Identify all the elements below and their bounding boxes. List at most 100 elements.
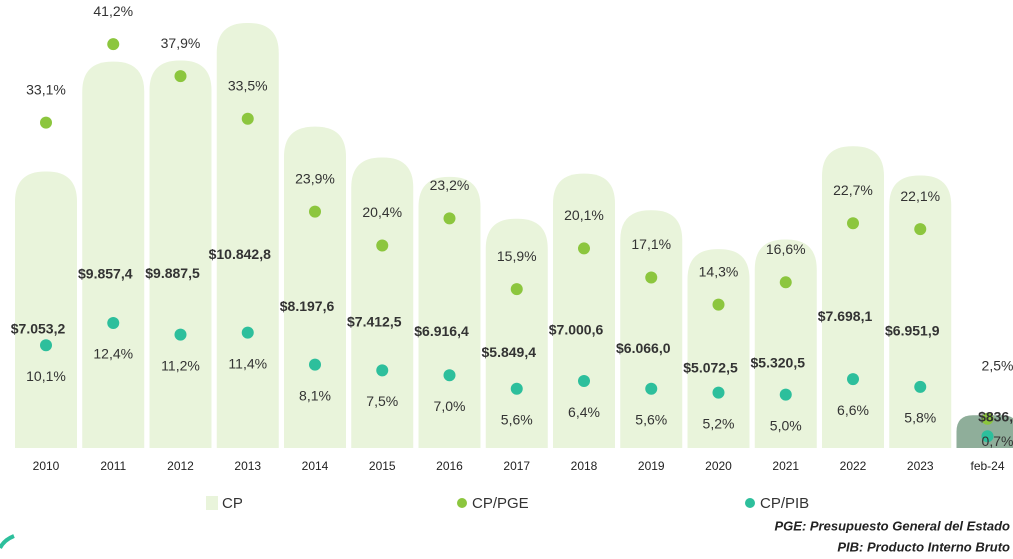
data-label: 5,8% bbox=[904, 410, 936, 426]
data-label: 12,4% bbox=[93, 346, 133, 362]
data-label: $6.066,0 bbox=[616, 340, 671, 356]
data-label: 16,6% bbox=[766, 241, 806, 257]
x-tick-label: 2022 bbox=[840, 459, 867, 473]
data-label: 2,5% bbox=[982, 358, 1013, 374]
dot bbox=[376, 364, 389, 377]
x-tick-label: 2015 bbox=[369, 459, 396, 473]
bar bbox=[687, 249, 750, 448]
x-tick-label: 2011 bbox=[100, 459, 126, 473]
bar bbox=[553, 173, 615, 448]
dot bbox=[914, 380, 927, 393]
dot bbox=[645, 382, 658, 395]
dot bbox=[174, 70, 187, 83]
legend-label: CP bbox=[222, 495, 243, 512]
data-label: 37,9% bbox=[161, 35, 201, 51]
data-label: 7,0% bbox=[434, 398, 466, 414]
dot bbox=[981, 412, 994, 425]
dot bbox=[241, 326, 254, 339]
data-label: 20,1% bbox=[564, 207, 604, 223]
data-label: 33,1% bbox=[26, 81, 66, 97]
bar bbox=[82, 61, 145, 449]
dot bbox=[443, 212, 456, 225]
data-label: 7,5% bbox=[366, 393, 398, 409]
x-tick-label: 2014 bbox=[302, 459, 329, 473]
dot bbox=[645, 271, 658, 284]
data-label: $836,9 bbox=[978, 409, 1013, 425]
data-label: 15,9% bbox=[497, 248, 537, 264]
dot bbox=[376, 239, 389, 252]
data-label: 6,6% bbox=[837, 402, 869, 418]
x-tick-label: feb-24 bbox=[970, 459, 1004, 473]
data-label: 5,6% bbox=[501, 411, 533, 427]
data-label: 11,4% bbox=[228, 355, 267, 371]
data-label: 5,2% bbox=[703, 415, 735, 431]
dot bbox=[779, 276, 792, 289]
x-tick-label: 2020 bbox=[705, 459, 732, 473]
dot bbox=[981, 430, 994, 443]
data-label: $5.320,5 bbox=[751, 354, 806, 370]
data-label: 5,0% bbox=[770, 417, 802, 433]
data-label: 10,1% bbox=[26, 368, 66, 384]
dot bbox=[847, 217, 859, 230]
data-label: $10.842,8 bbox=[209, 246, 271, 262]
dot bbox=[107, 316, 120, 329]
x-tick-label: 2013 bbox=[234, 459, 261, 473]
data-label: $5.072,5 bbox=[683, 359, 738, 375]
legend-swatch bbox=[745, 498, 755, 508]
bar bbox=[216, 23, 279, 448]
bar bbox=[485, 218, 548, 448]
data-label: 20,4% bbox=[362, 204, 402, 220]
bar bbox=[822, 146, 884, 448]
x-tick-label: 2016 bbox=[436, 459, 463, 473]
x-tick-label: 2012 bbox=[167, 459, 194, 473]
data-label: 14,3% bbox=[699, 263, 739, 279]
data-label: $6.951,9 bbox=[885, 322, 940, 338]
data-label: 22,1% bbox=[900, 188, 940, 204]
dot bbox=[40, 116, 52, 129]
data-label: $7.053,2 bbox=[11, 320, 66, 336]
legend-label: CP/PGE bbox=[472, 495, 529, 512]
dot bbox=[309, 205, 321, 218]
legend-swatch bbox=[206, 496, 218, 510]
data-label: 22,7% bbox=[833, 182, 873, 198]
data-label: 41,2% bbox=[93, 3, 133, 19]
dot bbox=[779, 388, 792, 401]
data-label: $6.916,4 bbox=[414, 323, 469, 339]
data-label: 23,9% bbox=[295, 170, 335, 186]
x-tick-label: 2019 bbox=[638, 459, 665, 473]
dot bbox=[847, 373, 859, 386]
data-label: 11,2% bbox=[161, 357, 200, 373]
x-tick-label: 2023 bbox=[907, 459, 934, 473]
dot bbox=[241, 112, 254, 125]
dot bbox=[510, 382, 523, 395]
dot bbox=[40, 339, 52, 352]
dot bbox=[578, 375, 590, 388]
bar bbox=[620, 210, 683, 448]
legend-label: CP/PIB bbox=[760, 495, 809, 512]
data-label: $9.887,5 bbox=[145, 265, 200, 281]
data-label: $7.000,6 bbox=[549, 322, 604, 338]
data-label: $7.698,1 bbox=[818, 308, 873, 324]
bar bbox=[754, 239, 817, 448]
data-label: $9.857,4 bbox=[78, 266, 133, 282]
dot bbox=[712, 298, 725, 311]
dot bbox=[107, 38, 120, 51]
x-tick-label: 2017 bbox=[503, 459, 530, 473]
footnote: PGE: Presupuesto General del Estado bbox=[774, 518, 1010, 533]
x-tick-label: 2010 bbox=[33, 459, 60, 473]
bar bbox=[15, 171, 77, 448]
data-label: $5.849,4 bbox=[482, 344, 537, 360]
data-label: 17,1% bbox=[631, 236, 671, 252]
data-label: 5,6% bbox=[635, 411, 667, 427]
data-label: $7.412,5 bbox=[347, 313, 402, 329]
data-label: 33,5% bbox=[228, 77, 268, 93]
data-label: $8.197,6 bbox=[280, 298, 335, 314]
dot bbox=[309, 358, 321, 371]
dot bbox=[443, 369, 456, 382]
footnote: PIB: Producto Interno Bruto bbox=[837, 539, 1010, 554]
bar bbox=[351, 157, 414, 448]
dot bbox=[914, 223, 927, 236]
decoration bbox=[0, 534, 15, 549]
data-label: 6,4% bbox=[568, 404, 600, 420]
